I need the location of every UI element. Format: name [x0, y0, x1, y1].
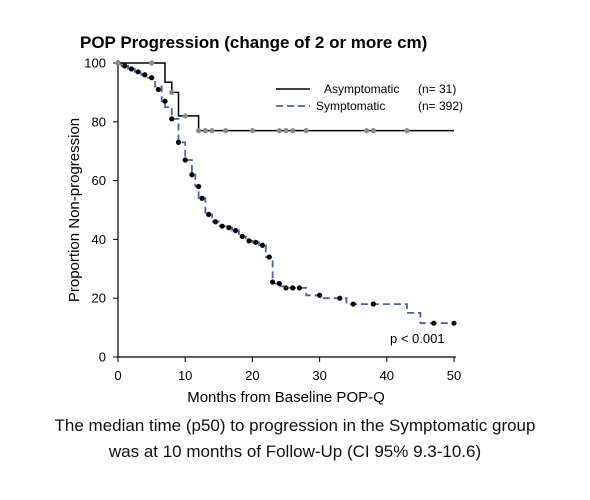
censor-marker-symptomatic — [253, 239, 259, 245]
censor-marker-symptomatic — [350, 301, 356, 307]
censor-marker-symptomatic — [276, 280, 282, 287]
censor-marker-asymptomatic — [370, 128, 376, 134]
censor-marker-asymptomatic — [209, 128, 215, 134]
chart-legend: Asymptomatic (n= 31) Symptomatic (n= 392) — [276, 82, 463, 113]
legend-count: (n= 392) — [418, 99, 463, 113]
x-tick-label: 0 — [114, 368, 121, 383]
censor-marker-symptomatic — [226, 225, 232, 231]
x-tick-label: 30 — [312, 368, 326, 383]
censor-marker-symptomatic — [175, 139, 182, 145]
censor-marker-symptomatic — [206, 211, 212, 218]
y-tick-label: 80 — [92, 114, 106, 129]
caption-line-2: was at 10 months of Follow-Up (CI 95% 9.… — [108, 442, 482, 461]
y-tick-label: 40 — [92, 232, 106, 247]
x-tick-label: 40 — [380, 368, 394, 383]
chart-axes: 0 20 40 60 80 100 0 10 20 30 40 50 — [84, 56, 461, 384]
legend-count: (n= 31) — [418, 82, 456, 96]
censor-marker-symptomatic — [290, 285, 296, 291]
censor-marker-asymptomatic — [182, 113, 188, 119]
censor-marker-symptomatic — [142, 72, 148, 78]
y-axis-label: Proportion Non-progression — [66, 118, 83, 302]
censor-marker-symptomatic — [182, 157, 188, 163]
censor-marker-symptomatic — [269, 279, 276, 285]
censor-marker-symptomatic — [370, 301, 376, 307]
censor-marker-symptomatic — [431, 320, 437, 326]
censor-marker-asymptomatic — [149, 60, 155, 66]
y-tick-label: 100 — [84, 56, 106, 71]
caption-line-1: The median time (p50) to progression in … — [54, 416, 536, 435]
x-tick-label: 50 — [447, 368, 461, 383]
censor-marker-asymptomatic — [303, 128, 309, 134]
censor-marker-symptomatic — [149, 75, 155, 81]
x-tick-label: 10 — [178, 368, 192, 383]
censor-marker-asymptomatic — [202, 128, 208, 134]
y-tick-label: 0 — [99, 350, 106, 365]
censor-marker-symptomatic — [128, 66, 135, 72]
censor-marker-symptomatic — [219, 223, 225, 229]
x-tick-label: 20 — [245, 368, 259, 383]
censor-marker-symptomatic — [283, 285, 289, 291]
censor-marker-symptomatic — [266, 254, 272, 260]
censor-marker-asymptomatic — [169, 89, 175, 95]
censor-marker-symptomatic — [199, 195, 205, 201]
censor-marker-asymptomatic — [283, 128, 289, 134]
censor-marker-symptomatic — [259, 242, 266, 248]
chart-title: POP Progression (change of 2 or more cm) — [80, 33, 427, 52]
chart-series — [115, 60, 457, 326]
censor-marker-asymptomatic — [196, 128, 202, 134]
series-line-asymptomatic — [118, 62, 454, 132]
legend-label: Symptomatic — [316, 99, 385, 113]
censor-marker-asymptomatic — [222, 128, 229, 134]
censor-marker-symptomatic — [239, 233, 245, 240]
censor-marker-asymptomatic — [249, 128, 255, 134]
censor-marker-symptomatic — [233, 227, 239, 234]
censor-marker-symptomatic — [246, 238, 252, 244]
censor-marker-symptomatic — [122, 63, 128, 69]
y-tick-label: 20 — [92, 291, 106, 306]
y-tick-label: 60 — [92, 173, 106, 188]
censor-marker-symptomatic — [451, 320, 457, 326]
censor-marker-asymptomatic — [364, 128, 370, 134]
censor-marker-symptomatic — [296, 285, 303, 291]
censor-marker-symptomatic — [317, 292, 323, 298]
series-line-symptomatic — [118, 62, 454, 325]
censor-marker-symptomatic — [189, 172, 195, 178]
censor-marker-symptomatic — [337, 295, 343, 301]
x-axis-label: Months from Baseline POP-Q — [187, 389, 385, 406]
censor-marker-symptomatic — [169, 116, 175, 122]
censor-marker-symptomatic — [135, 69, 141, 75]
p-value-annotation: p < 0.001 — [390, 331, 445, 346]
censor-marker-asymptomatic — [115, 60, 121, 66]
censor-marker-symptomatic — [162, 98, 168, 104]
censor-marker-asymptomatic — [276, 128, 282, 134]
censor-marker-symptomatic — [196, 183, 202, 190]
censor-marker-symptomatic — [155, 86, 161, 93]
censor-marker-symptomatic — [212, 219, 219, 225]
legend-label: Asymptomatic — [324, 82, 399, 96]
censor-marker-asymptomatic — [404, 128, 410, 134]
censor-marker-asymptomatic — [290, 128, 296, 134]
